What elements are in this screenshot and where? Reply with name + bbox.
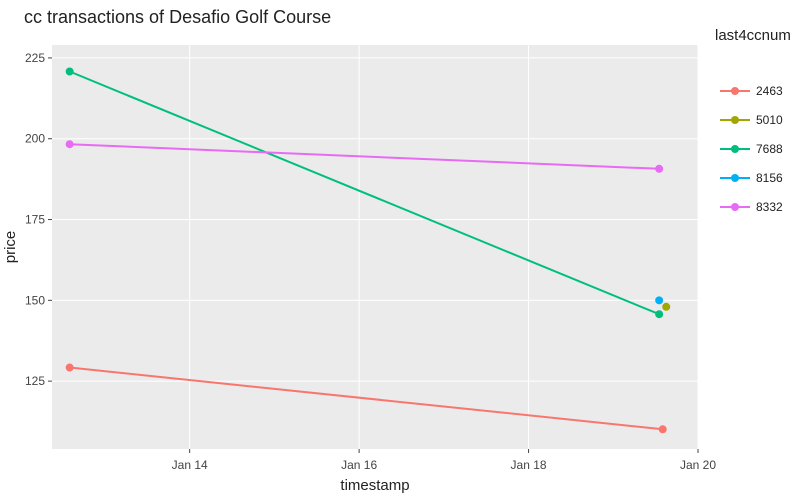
y-tick-label: 150 xyxy=(25,293,45,307)
y-axis-title: price xyxy=(2,231,19,264)
data-point-8332 xyxy=(65,140,74,149)
legend-item-8332: 8332 xyxy=(756,200,783,214)
legend-item-5010: 5010 xyxy=(756,113,783,127)
legend-key-marker xyxy=(731,145,739,153)
legend-key-marker xyxy=(731,174,739,182)
y-tick-label: 225 xyxy=(25,51,45,65)
data-point-2463 xyxy=(65,363,74,372)
legend-title: last4ccnum xyxy=(715,27,791,44)
y-tick-label: 175 xyxy=(25,213,45,227)
series-points xyxy=(65,67,671,434)
data-point-2463 xyxy=(658,425,667,434)
x-axis-ticks: Jan 14 Jan 16 Jan 18 Jan 20 xyxy=(172,449,716,472)
x-axis-title: timestamp xyxy=(340,477,409,494)
legend-item-2463: 2463 xyxy=(756,84,783,98)
x-tick-label: Jan 18 xyxy=(511,458,547,472)
legend-key-marker xyxy=(731,203,739,211)
y-tick-label: 200 xyxy=(25,132,45,146)
legend-item-7688: 7688 xyxy=(756,142,783,156)
data-point-8156 xyxy=(655,296,664,305)
plot-panel xyxy=(52,45,698,449)
data-point-7688 xyxy=(655,310,664,319)
data-point-7688 xyxy=(65,67,74,76)
y-tick-label: 125 xyxy=(25,374,45,388)
series-lines xyxy=(69,70,663,431)
chart-title: cc transactions of Desafio Golf Course xyxy=(24,7,331,27)
series-line-7688 xyxy=(69,70,660,316)
y-axis-ticks: 125 150 175 200 225 xyxy=(25,51,52,388)
x-tick-label: Jan 20 xyxy=(680,458,716,472)
grid-lines xyxy=(52,45,699,449)
legend-item-8156: 8156 xyxy=(756,171,783,185)
data-point-8332 xyxy=(655,164,664,173)
x-tick-label: Jan 16 xyxy=(341,458,377,472)
legend-key-marker xyxy=(731,87,739,95)
legend[interactable]: 2463 5010 7688 8156 8332 xyxy=(720,84,783,214)
data-point-5010 xyxy=(662,302,671,311)
series-line-2463 xyxy=(69,366,663,431)
series-line-8332 xyxy=(69,143,660,170)
x-tick-label: Jan 14 xyxy=(172,458,208,472)
legend-key-marker xyxy=(731,116,739,124)
